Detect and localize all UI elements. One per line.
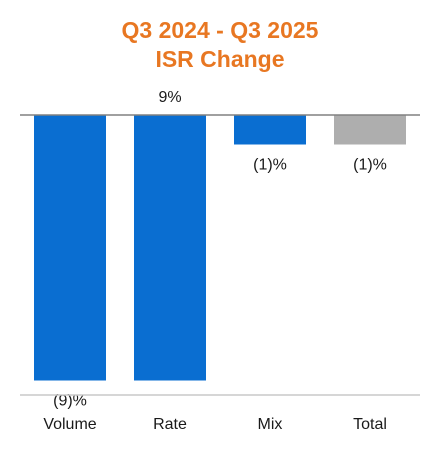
data-label-total: (1)% bbox=[353, 157, 387, 174]
chart-title: Q3 2024 - Q3 2025 ISR Change bbox=[0, 16, 440, 74]
data-label-volume: (9)% bbox=[53, 393, 87, 410]
data-label-mix: (1)% bbox=[253, 157, 287, 174]
bar-rate bbox=[134, 115, 206, 381]
chart-title-line-1: Q3 2024 - Q3 2025 bbox=[121, 17, 319, 43]
x-tick-label-rate: Rate bbox=[153, 416, 187, 433]
x-tick-label-total: Total bbox=[353, 416, 387, 433]
bar-mix bbox=[234, 115, 306, 145]
x-tick-label-mix: Mix bbox=[258, 416, 283, 433]
data-label-rate: 9% bbox=[158, 89, 181, 106]
bar-volume bbox=[34, 115, 106, 381]
x-tick-label-volume: Volume bbox=[43, 416, 96, 433]
bar-total bbox=[334, 115, 406, 145]
chart-title-line-2: ISR Change bbox=[155, 46, 285, 72]
